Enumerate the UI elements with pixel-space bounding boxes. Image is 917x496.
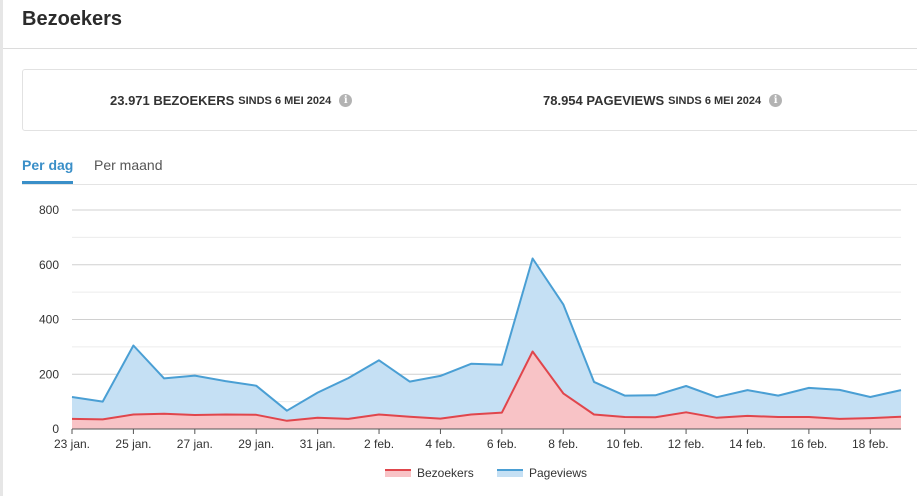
y-tick-label: 600 bbox=[39, 258, 59, 272]
x-tick-label: 10 feb. bbox=[606, 437, 643, 451]
area-pageviews bbox=[72, 258, 901, 429]
x-tick-label: 23 jan. bbox=[54, 437, 90, 451]
y-tick-label: 200 bbox=[39, 367, 59, 381]
tab-per-maand[interactable]: Per maand bbox=[94, 157, 163, 173]
visitors-count: 23.971 BEZOEKERS bbox=[110, 93, 235, 108]
area-bezoekers bbox=[72, 351, 901, 429]
x-tick-label: 29 jan. bbox=[238, 437, 274, 451]
period-tabs: Per dag Per maand bbox=[22, 150, 917, 185]
x-tick-label: 16 feb. bbox=[791, 437, 828, 451]
line-bezoekers bbox=[71, 350, 902, 422]
x-tick-label: 31 jan. bbox=[300, 437, 336, 451]
legend-swatch-bezoekers bbox=[385, 469, 411, 477]
tab-per-dag[interactable]: Per dag bbox=[22, 157, 74, 184]
legend-label-bezoekers: Bezoekers bbox=[417, 466, 474, 480]
visitors-since: SINDS 6 MEI 2024 bbox=[238, 94, 332, 107]
visitors-info-icon[interactable]: i bbox=[339, 94, 353, 107]
page-header: Bezoekers bbox=[3, 0, 917, 49]
legend-item-pageviews[interactable]: Pageviews bbox=[497, 466, 587, 480]
y-tick-label: 400 bbox=[39, 313, 59, 327]
pageviews-since: SINDS 6 MEI 2024 bbox=[668, 94, 762, 107]
x-tick-label: 8 feb. bbox=[548, 437, 578, 451]
x-tick-label: 6 feb. bbox=[487, 437, 517, 451]
legend-item-bezoekers[interactable]: Bezoekers bbox=[385, 466, 474, 480]
pageviews-info-icon[interactable]: i bbox=[769, 94, 783, 107]
x-tick-label: 25 jan. bbox=[115, 437, 151, 451]
y-tick-label: 800 bbox=[39, 203, 59, 217]
pageviews-stat: 78.954 PAGEVIEWS SINDS 6 MEI 2024 i bbox=[543, 93, 783, 108]
x-tick-label: 12 feb. bbox=[668, 437, 705, 451]
legend-swatch-pageviews bbox=[497, 469, 523, 477]
x-tick-label: 4 feb. bbox=[425, 437, 455, 451]
legend-label-pageviews: Pageviews bbox=[529, 466, 588, 480]
y-tick-label: 0 bbox=[52, 422, 59, 436]
page-title: Bezoekers bbox=[22, 8, 123, 30]
x-tick-label: 27 jan. bbox=[177, 437, 213, 451]
pageviews-count: 78.954 PAGEVIEWS bbox=[543, 93, 665, 108]
visitors-stat: 23.971 BEZOEKERS SINDS 6 MEI 2024 i bbox=[110, 93, 353, 108]
x-tick-label: 18 feb. bbox=[852, 437, 889, 451]
stats-panel: 23.971 BEZOEKERS SINDS 6 MEI 2024 i 78.9… bbox=[22, 69, 917, 131]
line-pageviews bbox=[71, 257, 902, 412]
x-tick-label: 14 feb. bbox=[729, 437, 766, 451]
left-border bbox=[0, 0, 3, 496]
x-tick-label: 2 feb. bbox=[364, 437, 394, 451]
